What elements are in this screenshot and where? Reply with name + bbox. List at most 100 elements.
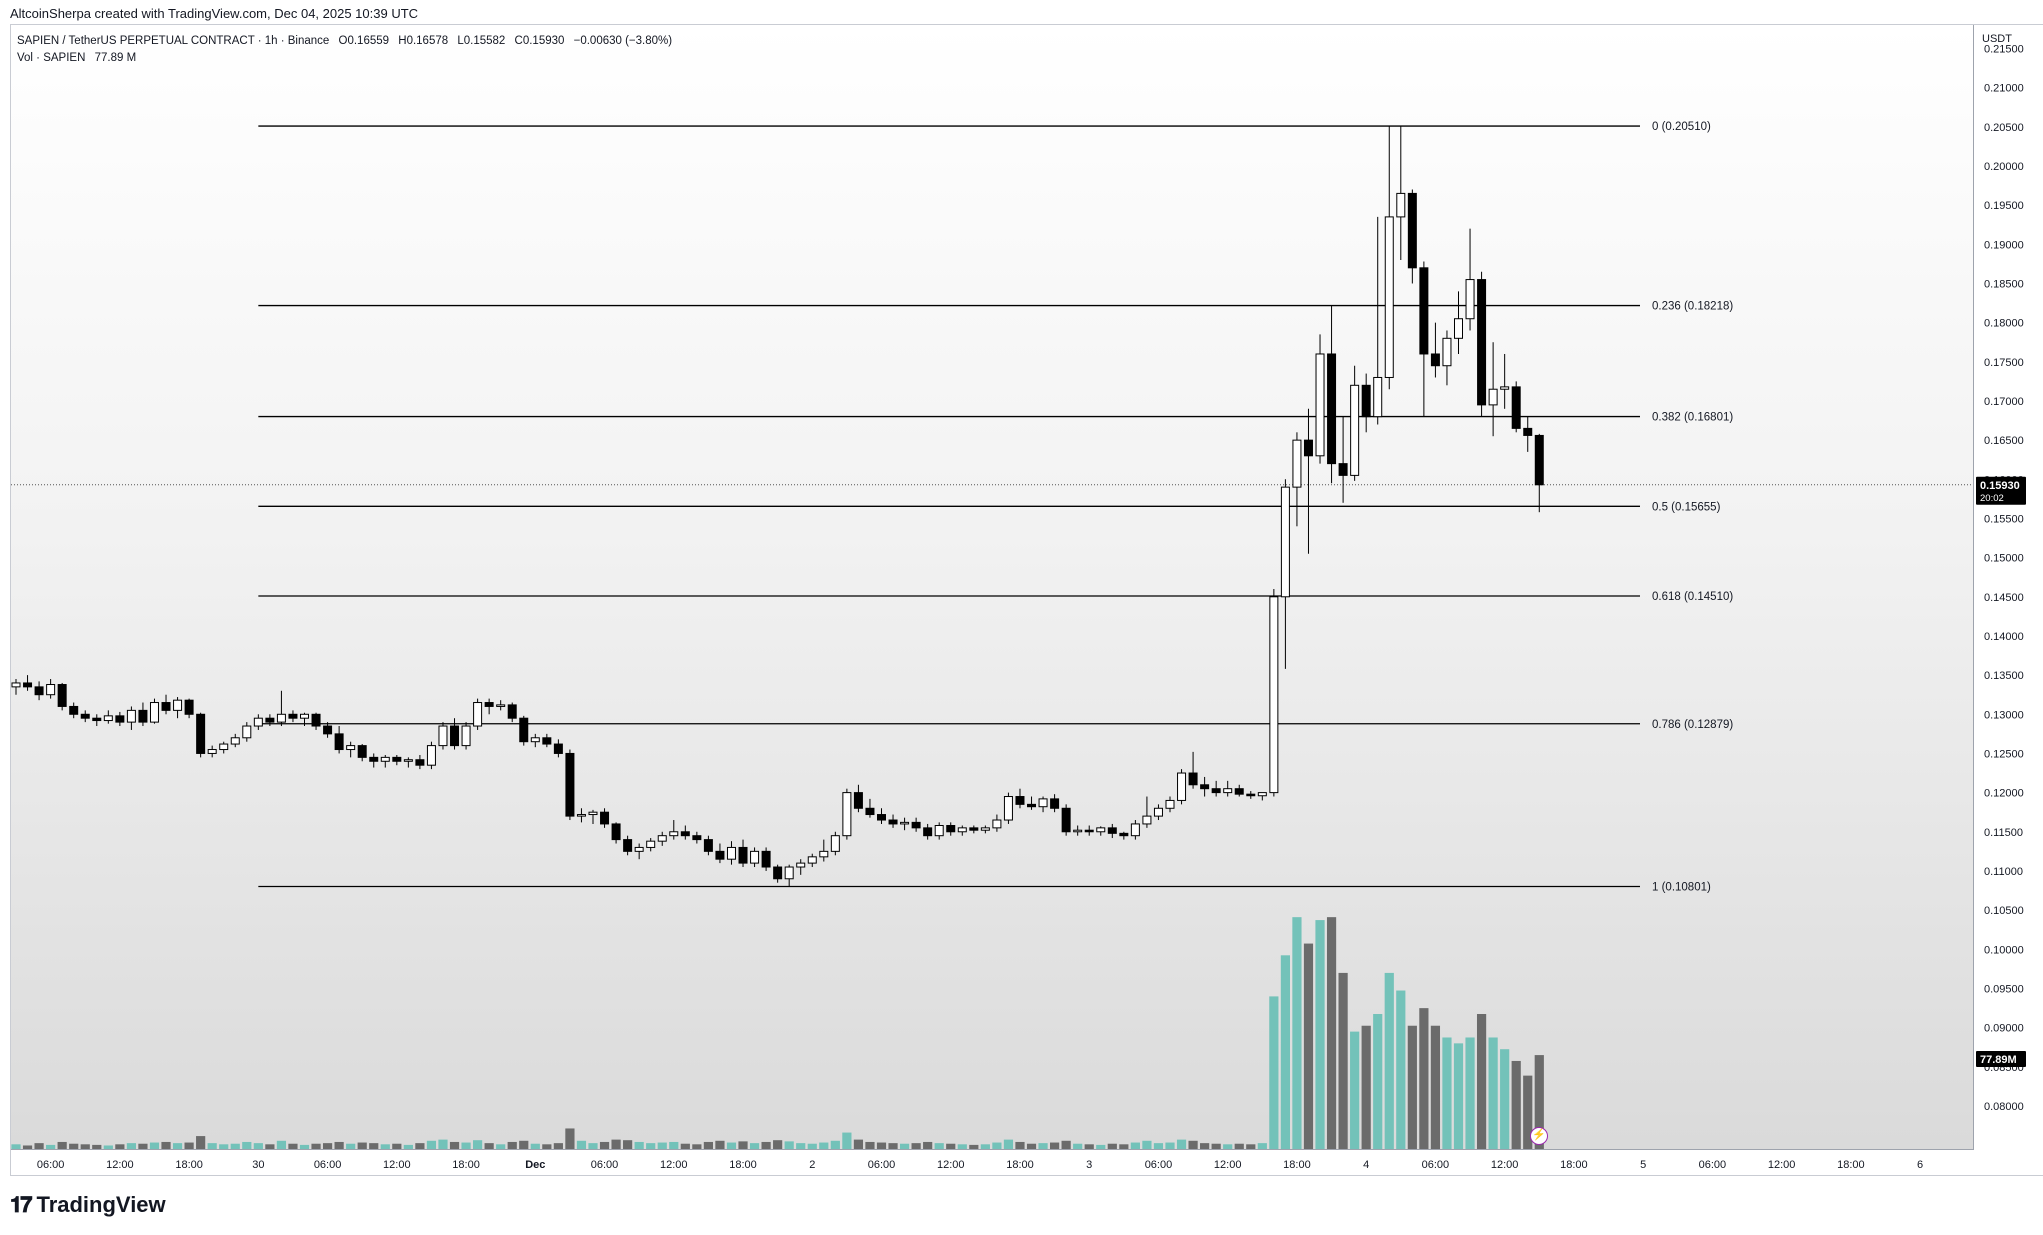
volume-bar — [1130, 1142, 1140, 1149]
volume-bar — [1523, 1075, 1533, 1149]
volume-bar — [449, 1141, 460, 1149]
candle-body — [46, 684, 56, 696]
volume-bar — [1107, 1143, 1117, 1149]
volume-bar — [426, 1140, 437, 1149]
volume-bar — [1038, 1143, 1048, 1149]
open-key: O — [338, 35, 348, 47]
volume-bar — [703, 1141, 713, 1149]
price-tick-label: 0.11000 — [1984, 866, 2023, 878]
volume-bar — [369, 1143, 379, 1149]
volume-label[interactable]: Vol · SAPIEN — [17, 52, 86, 64]
candle-body — [357, 745, 367, 758]
candle-body — [1038, 798, 1048, 808]
candle-body — [969, 827, 979, 831]
time-tick-label: 12:00 — [1214, 1159, 1242, 1171]
alert-lightning-icon[interactable]: ⚡ — [1530, 1127, 1549, 1145]
volume-bar — [172, 1143, 183, 1149]
candle-body — [1373, 376, 1383, 418]
volume-bar — [161, 1141, 171, 1149]
candle-body — [1465, 279, 1475, 320]
candle-body — [646, 840, 656, 848]
price-tick-label: 0.10000 — [1984, 944, 2024, 956]
volume-bar — [669, 1141, 679, 1149]
candle-body — [830, 835, 840, 852]
candle-body — [1488, 388, 1498, 406]
volume-bar — [46, 1144, 56, 1149]
candle-body — [1153, 807, 1163, 817]
candle-body — [392, 756, 402, 762]
candle-body — [1511, 386, 1521, 429]
candle-body — [1430, 353, 1440, 367]
candle-body — [115, 715, 125, 723]
candle-body — [34, 686, 44, 696]
candle-body — [311, 713, 321, 727]
volume-bar — [853, 1139, 864, 1149]
candle-body — [1384, 216, 1394, 378]
candle-body — [1407, 192, 1417, 269]
candle-body — [1142, 815, 1152, 825]
volume-bar — [1534, 1055, 1544, 1149]
volume-bar — [380, 1144, 390, 1149]
candle-body — [1165, 799, 1175, 809]
candle-body — [184, 699, 194, 715]
volume-bar — [69, 1143, 79, 1149]
candle-body — [923, 827, 933, 837]
time-tick-label: 6 — [1917, 1159, 1923, 1171]
symbol-label[interactable]: SAPIEN / TetherUS PERPETUAL CONTRACT · 1… — [17, 35, 330, 47]
high-value: 0.16578 — [406, 35, 449, 47]
plot-area[interactable]: 0 (0.20510) 0.236 (0.18218) 0.382 (0.16801… — [11, 25, 1974, 1149]
candle-body — [1003, 796, 1013, 821]
candle-body — [461, 725, 471, 747]
volume-bar — [1315, 920, 1325, 1149]
candle-body — [138, 709, 148, 723]
candle-body — [334, 733, 344, 751]
volume-bar — [1303, 943, 1314, 1149]
volume-bar — [553, 1143, 563, 1149]
candle-body — [911, 821, 921, 829]
candle-body — [738, 846, 748, 864]
attribution-text: AltcoinSherpa created with TradingView.c… — [10, 6, 419, 21]
volume-bar — [1084, 1144, 1094, 1149]
time-tick-label: 06:00 — [314, 1159, 342, 1171]
volume-bar — [461, 1142, 471, 1149]
candle-body — [323, 725, 333, 735]
time-tick-label: 06:00 — [1422, 1159, 1450, 1171]
price-axis[interactable]: 0.08000 0.08500 0.09000 0.09500 0.10000 0.105… — [1974, 25, 2043, 1149]
volume-bar — [819, 1142, 829, 1149]
price-tick-label: 0.18500 — [1984, 278, 2024, 290]
volume-bar — [392, 1143, 402, 1149]
volume-value: 77.89 M — [94, 52, 137, 64]
change-value: −0.00630 (−3.80%) — [573, 35, 673, 47]
currency-unit-button[interactable]: USDT — [1982, 33, 2012, 45]
volume-bar — [1488, 1037, 1498, 1149]
time-tick-label: 5 — [1640, 1159, 1646, 1171]
volume-bar — [1500, 1049, 1510, 1149]
volume-bar — [588, 1143, 598, 1149]
price-tick-label: 0.16500 — [1984, 435, 2024, 447]
volume-bar — [438, 1139, 448, 1149]
price-tick-label: 0.19000 — [1984, 239, 2024, 251]
fib-level-label: 1 (0.10801) — [1652, 882, 1711, 894]
candle-body — [980, 827, 990, 831]
candle-body — [1477, 279, 1487, 406]
time-axis[interactable]: 06:00 12:00 18:00 30 06:00 12:00 18:00 Dec 06:00… — [11, 1149, 1974, 1175]
candle-body — [1027, 803, 1037, 808]
volume-badge-value: 77.89M — [1980, 1054, 2017, 1066]
volume-bar — [576, 1140, 587, 1149]
candle-body — [69, 705, 79, 715]
volume-bar — [219, 1144, 229, 1149]
volume-bar — [519, 1140, 529, 1149]
candle-body — [761, 850, 771, 868]
low-value: 0.15582 — [463, 35, 506, 47]
volume-bar — [842, 1132, 852, 1149]
volume-bar — [473, 1140, 483, 1149]
time-tick-label: 18:00 — [1837, 1159, 1865, 1171]
volume-bar — [646, 1143, 656, 1149]
volume-bar — [322, 1143, 333, 1149]
volume-bar — [1292, 917, 1302, 1149]
price-tick-label: 0.14500 — [1984, 592, 2024, 604]
time-tick-label: 18:00 — [175, 1159, 203, 1171]
volume-bar — [1246, 1144, 1256, 1149]
time-tick-label: 06:00 — [1145, 1159, 1173, 1171]
tradingview-logo[interactable]: 𝟏𝟕 TradingView — [10, 1188, 166, 1222]
